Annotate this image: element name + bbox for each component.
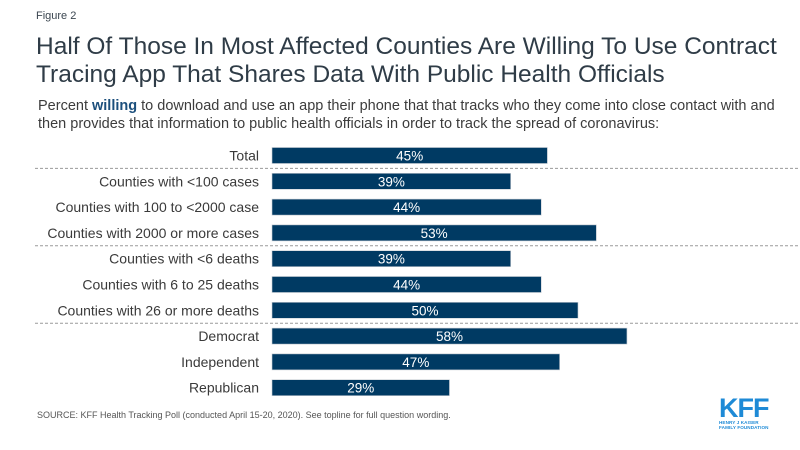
data-label: 53% [421,226,448,241]
data-label: 39% [378,174,405,189]
bar [271,198,542,216]
chart-title: Half Of Those In Most Affected Counties … [36,33,777,88]
bar [271,353,560,371]
logo-line-2: FAMILY FOUNDATION [719,425,769,430]
category-label: Counties with 26 or more deaths [57,302,259,318]
data-label: 58% [436,329,463,344]
data-label: 39% [378,252,405,267]
category-label: Counties with <100 cases [99,173,259,189]
bar [271,379,450,396]
subtitle-emphasis: willing [92,98,138,114]
bar [271,276,542,293]
subtitle-prefix: Percent [38,98,92,114]
bar-chart: Total 45% Counties with <100 cases 39% Count… [35,147,800,396]
category-label: Republican [189,380,259,396]
category-label: Counties with 100 to <2000 case [55,199,259,215]
data-label: 50% [411,303,438,318]
data-label: 44% [393,200,420,215]
chart-subtitle: Percent willing to download and use an a… [38,97,798,133]
data-label: 45% [396,149,423,164]
logo-wordmark: KFF [719,393,769,423]
source-note: SOURCE: KFF Health Tracking Poll (conduc… [37,410,451,420]
category-label: Total [229,148,259,164]
bar [271,250,511,267]
category-label: Counties with <6 deaths [109,251,259,267]
bar [271,172,511,190]
data-label: 44% [393,278,420,293]
data-label: 29% [347,381,374,396]
figure-label: Figure 2 [36,10,77,22]
bar [271,327,628,345]
logo-line-1: HENRY J KAISER [719,420,759,425]
kff-logo: KFF HENRY J KAISER FAMILY FOUNDATION [719,393,779,431]
bar [271,302,579,319]
category-label: Counties with 2000 or more cases [47,225,259,241]
subtitle-suffix: to download and use an app their phone t… [38,98,775,132]
category-label: Democrat [198,328,259,344]
data-label: 47% [402,355,429,370]
category-label: Independent [181,354,259,370]
bar [271,224,597,242]
category-label: Counties with 6 to 25 deaths [82,277,259,293]
bar [271,147,548,164]
